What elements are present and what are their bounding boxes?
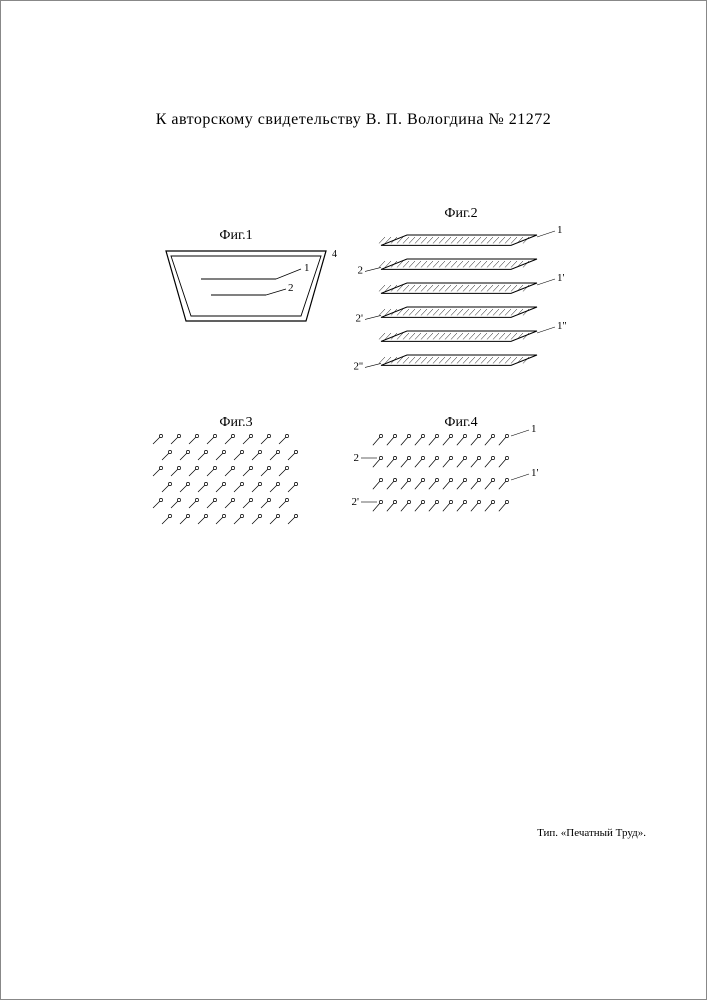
header-author: В. П. Вологдина bbox=[366, 111, 484, 128]
svg-text:2: 2 bbox=[288, 282, 294, 294]
svg-text:2: 2 bbox=[358, 264, 364, 276]
svg-text:2'': 2'' bbox=[354, 360, 363, 372]
svg-text:4: 4 bbox=[332, 249, 337, 260]
figures-svg: Фиг.1124Фиг.2121'2'1''2''Фиг.3Фиг.4121'2… bbox=[1, 191, 707, 591]
svg-text:1': 1' bbox=[557, 272, 565, 284]
svg-text:1': 1' bbox=[531, 467, 539, 479]
svg-text:Фиг.1: Фиг.1 bbox=[219, 228, 252, 243]
header-attribution: К авторскому свидетельству В. П. Вологди… bbox=[1, 111, 706, 129]
svg-text:1: 1 bbox=[304, 262, 310, 274]
figures-area: Фиг.1124Фиг.2121'2'1''2''Фиг.3Фиг.4121'2… bbox=[1, 191, 706, 591]
svg-text:1'': 1'' bbox=[557, 320, 566, 332]
svg-text:Фиг.4: Фиг.4 bbox=[444, 415, 477, 430]
footer-text: Тип. «Печатный Труд». bbox=[537, 827, 646, 839]
svg-text:1: 1 bbox=[531, 423, 537, 435]
svg-text:Фиг.3: Фиг.3 bbox=[219, 415, 252, 430]
svg-text:1: 1 bbox=[557, 224, 563, 236]
header-prefix: К авторскому свидетельству bbox=[156, 111, 366, 128]
svg-text:2: 2 bbox=[354, 452, 360, 464]
footer-printer: Тип. «Печатный Труд». bbox=[537, 827, 646, 839]
header-number-label: № bbox=[489, 111, 505, 128]
page: К авторскому свидетельству В. П. Вологди… bbox=[0, 0, 707, 1000]
svg-text:2': 2' bbox=[356, 312, 364, 324]
svg-text:Фиг.2: Фиг.2 bbox=[444, 206, 477, 221]
svg-text:2': 2' bbox=[352, 496, 360, 508]
header-number: 21272 bbox=[509, 111, 552, 128]
